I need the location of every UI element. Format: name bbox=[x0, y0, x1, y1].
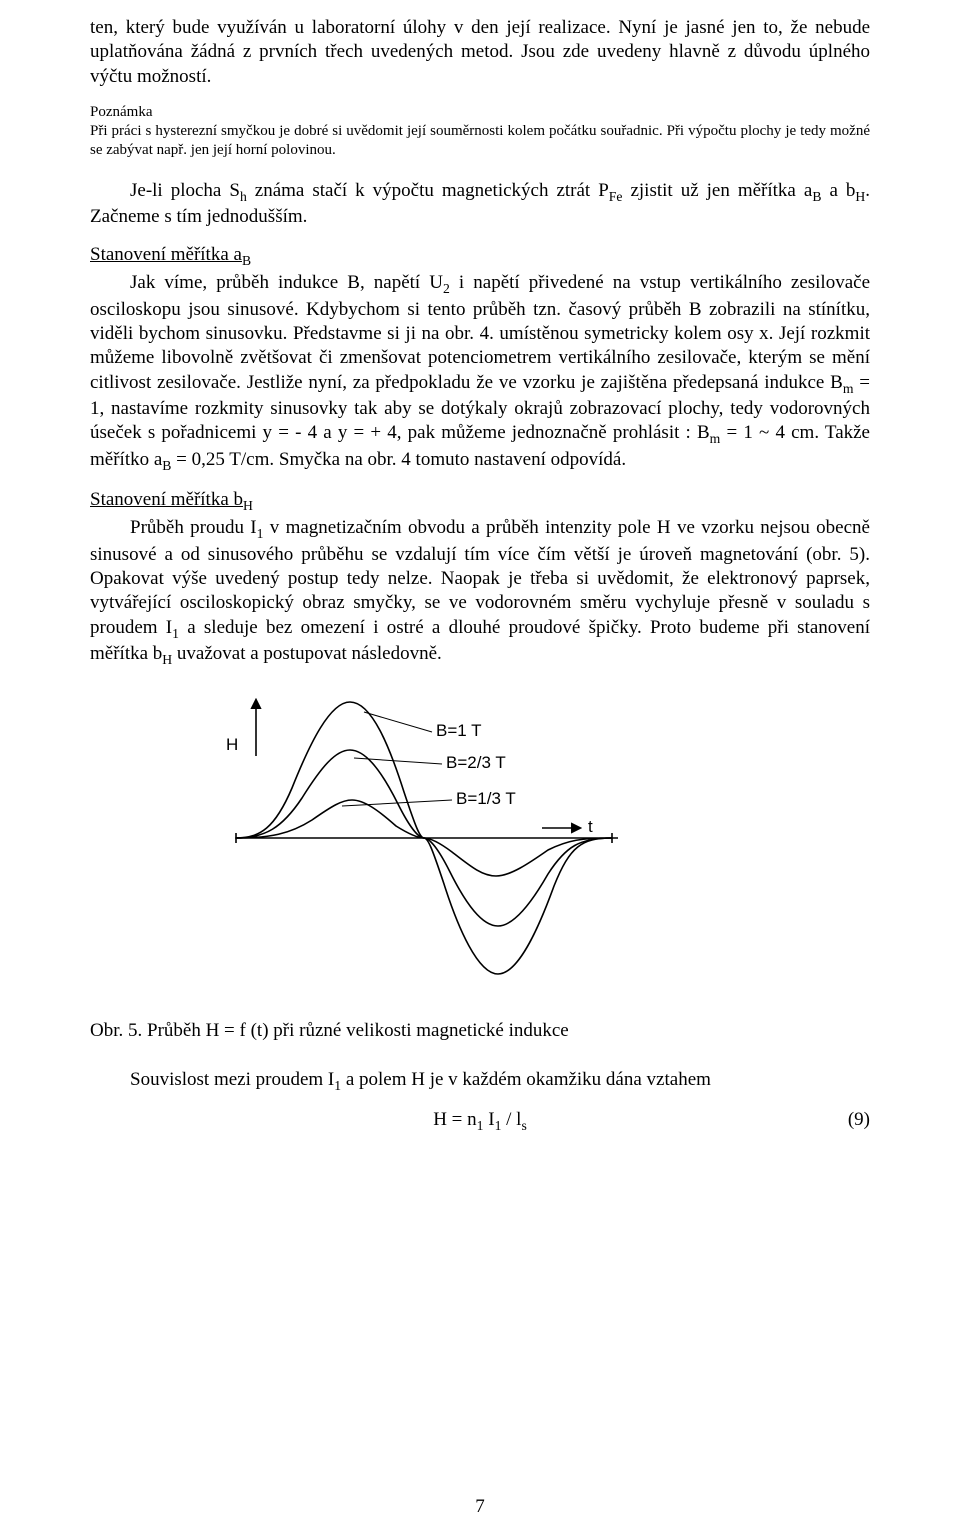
figure-5-caption: Obr. 5. Průběh H = f (t) při různé velik… bbox=[90, 1019, 870, 1043]
figure-5: Ht B=1 T B=2/3 T B=1/3 T bbox=[90, 682, 870, 1009]
svg-text:B=1 T: B=1 T bbox=[436, 721, 482, 740]
paragraph-intro: ten, který bude využíván u laboratorní ú… bbox=[90, 16, 870, 89]
note-body: Při práci s hysterezní smyčkou je dobré … bbox=[90, 122, 870, 160]
svg-text:t: t bbox=[588, 817, 593, 836]
document-page: ten, který bude využíván u laboratorní ú… bbox=[0, 0, 960, 1537]
equation-9-number: (9) bbox=[848, 1108, 870, 1132]
svg-text:B=1/3 T: B=1/3 T bbox=[456, 789, 516, 808]
section-title-aB: Stanovení měřítka aB bbox=[90, 243, 870, 269]
relation-sentence: Souvislost mezi proudem I1 a polem H je … bbox=[90, 1068, 870, 1094]
page-number: 7 bbox=[0, 1495, 960, 1519]
paragraph-sh: Je-li plocha Sh známa stačí k výpočtu ma… bbox=[90, 179, 870, 230]
section-body-aB: Jak víme, průběh indukce B, napětí U2 i … bbox=[90, 271, 870, 474]
svg-text:H: H bbox=[226, 735, 238, 754]
svg-text:B=2/3 T: B=2/3 T bbox=[446, 753, 506, 772]
figure-5-svg: Ht B=1 T B=2/3 T B=1/3 T bbox=[220, 688, 650, 998]
note-heading: Poznámka bbox=[90, 103, 870, 122]
section-title-bH: Stanovení měřítka bH bbox=[90, 488, 870, 514]
equation-9: H = n1 I1 / ls (9) bbox=[90, 1108, 870, 1134]
equation-9-body: H = n1 I1 / ls bbox=[433, 1109, 527, 1130]
section-body-bH: Průběh proudu I1 v magnetizačním obvodu … bbox=[90, 516, 870, 668]
